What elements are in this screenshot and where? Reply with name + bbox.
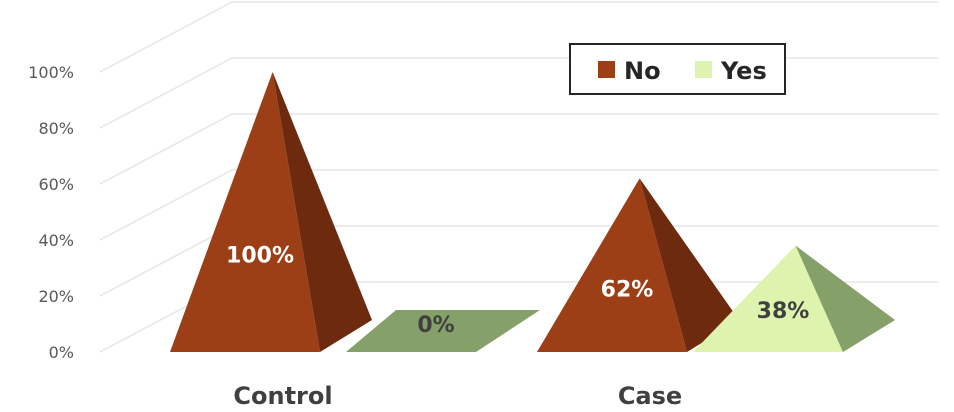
y-tick-label: 0% [49, 343, 74, 362]
y-tick-label: 40% [38, 231, 74, 250]
x-category-label: Control [233, 382, 332, 410]
gridline-slant [99, 57, 233, 129]
gridline-slant [99, 1, 233, 73]
legend-label-no: No [624, 57, 661, 85]
pyramid-yes-front [693, 245, 843, 352]
data-labels: 100% 0% 62% 38% [226, 243, 809, 338]
pyramid-no-side [272, 72, 372, 352]
pyramid-yes-side [795, 245, 895, 352]
data-label: 0% [417, 313, 454, 338]
y-tick-label: 20% [38, 287, 74, 306]
pyramid-yes-flat [346, 310, 540, 352]
legend-label-yes: Yes [720, 57, 767, 85]
data-label: 100% [226, 243, 294, 268]
gridline-slant [99, 225, 233, 297]
data-label: 62% [601, 277, 654, 302]
pyramid-no-front [170, 72, 320, 352]
y-tick-label: 100% [28, 63, 74, 82]
y-axis-ticks: 0% 20% 40% 60% 80% 100% [28, 63, 74, 362]
data-label: 38% [757, 299, 810, 324]
x-axis-categories: Control Case [233, 382, 682, 410]
legend: No Yes [569, 43, 786, 95]
gridline-slant [99, 113, 233, 185]
legend-swatch-no [598, 61, 615, 78]
pyramid-marks [170, 72, 895, 352]
pyramid-no-side [639, 178, 739, 352]
gridline-slant [99, 169, 233, 241]
y-tick-label: 60% [38, 175, 74, 194]
legend-swatch-yes [695, 61, 712, 78]
x-category-label: Case [618, 382, 682, 410]
pyramid-no-front [537, 178, 687, 352]
y-tick-label: 80% [38, 119, 74, 138]
